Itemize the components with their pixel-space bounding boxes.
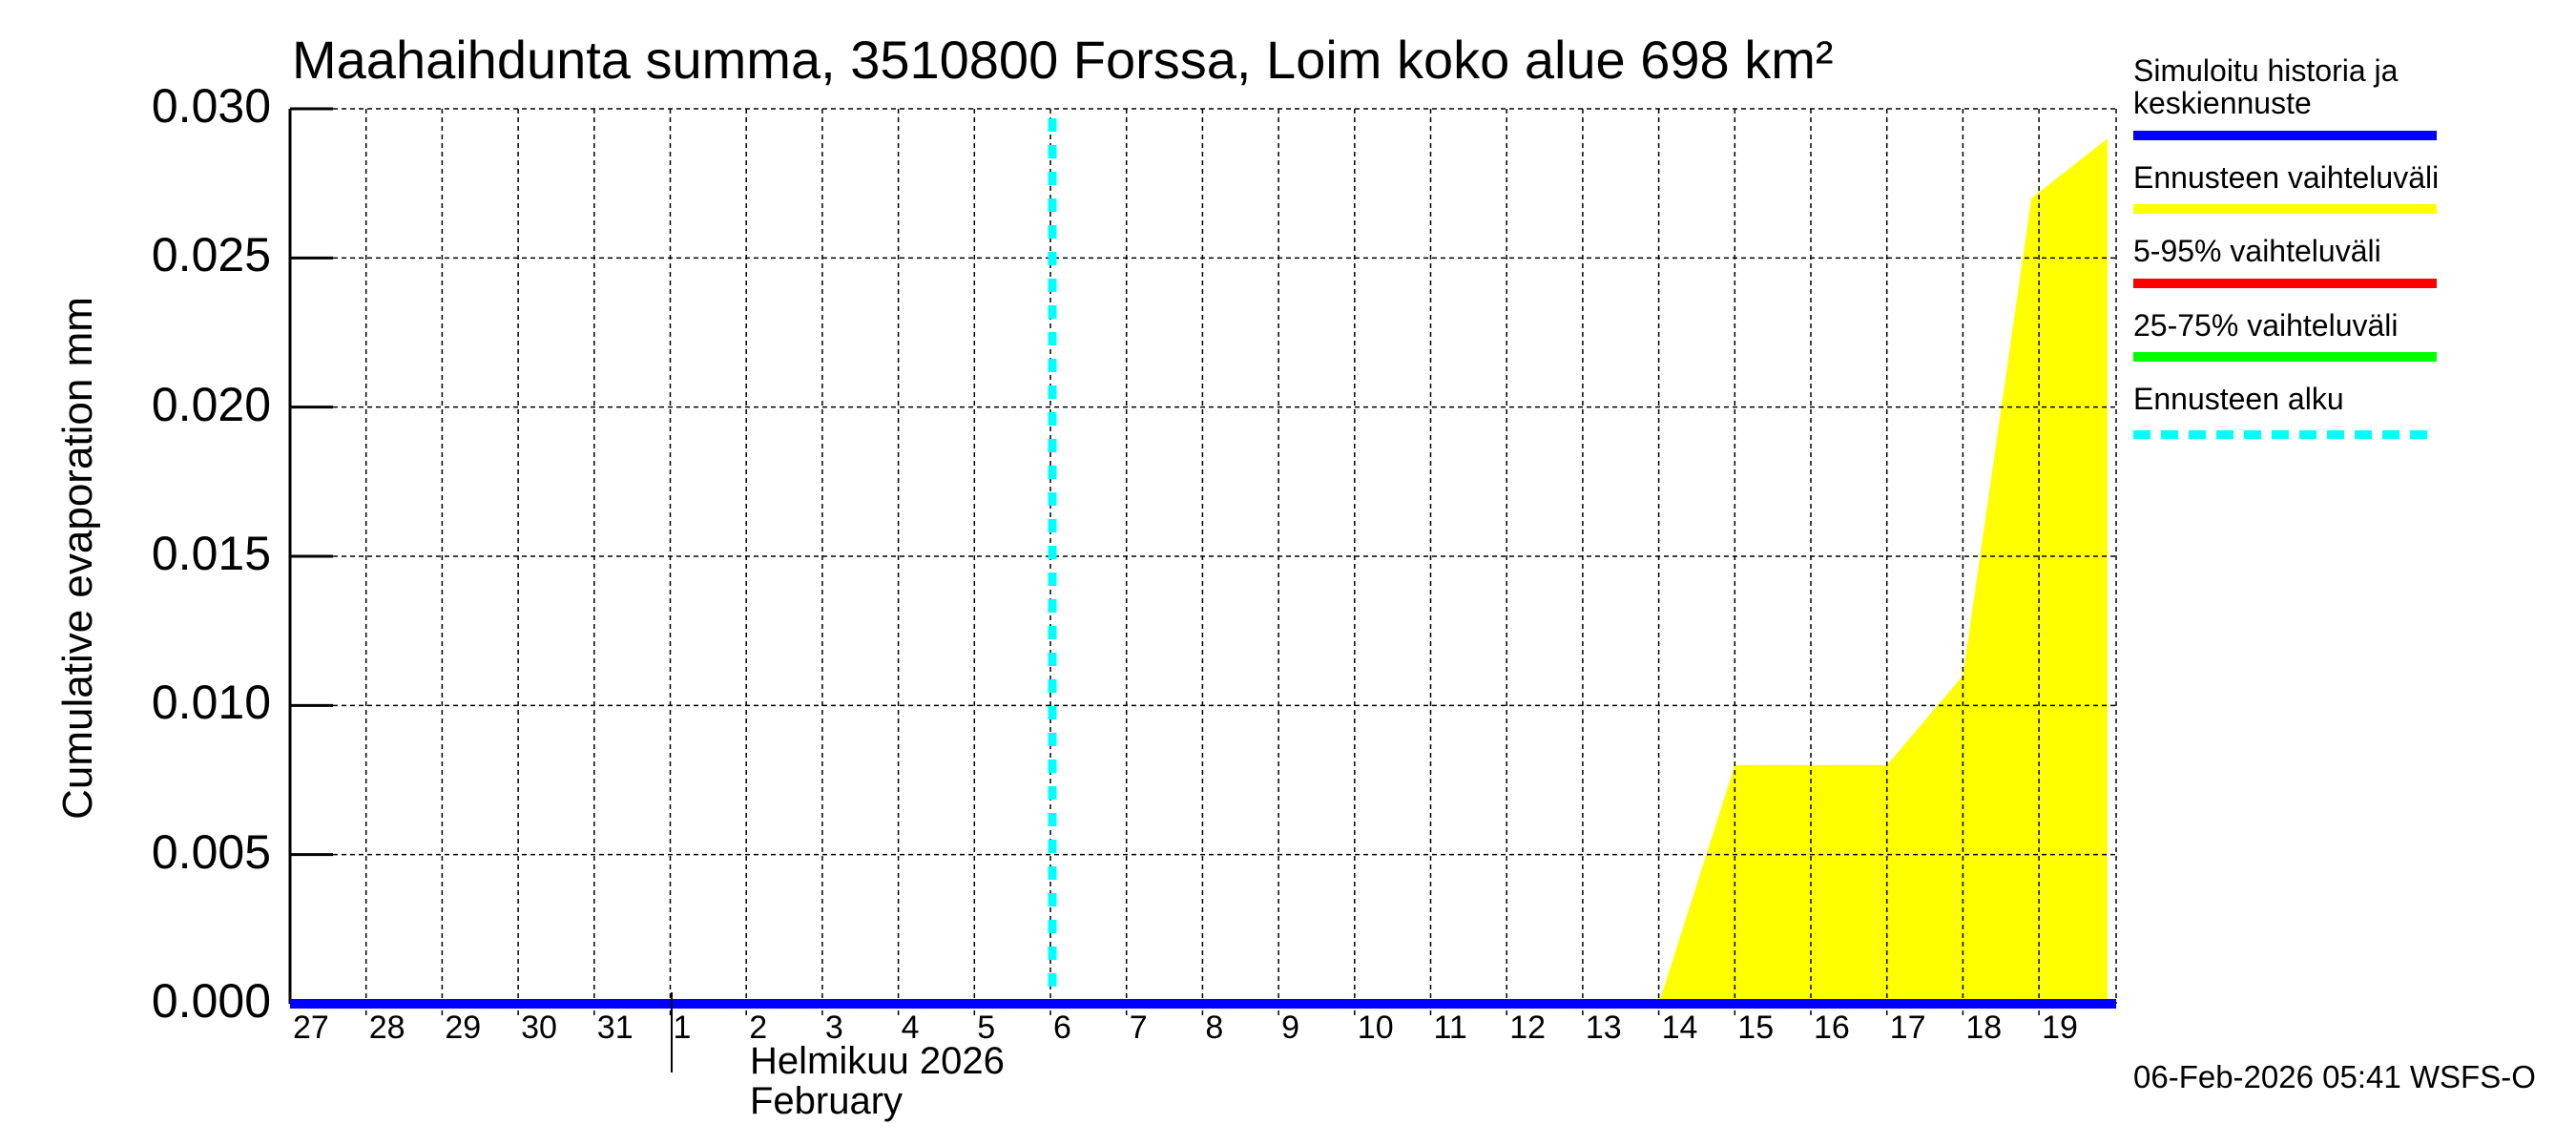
month-label-en: February (750, 1080, 904, 1122)
x-tick-label: 10 (1357, 1010, 1394, 1046)
legend-label-history: Simuloitu historia ja (2133, 53, 2399, 88)
y-tick-label: 0.010 (151, 676, 271, 730)
y-tick-label: 0.015 (151, 527, 271, 580)
x-tick-label: 15 (1737, 1010, 1775, 1046)
x-tick-label: 28 (368, 1010, 405, 1046)
x-tick-label: 19 (2042, 1010, 2078, 1046)
month-label-fi: Helmikuu 2026 (750, 1040, 1005, 1082)
y-tick-label: 0.005 (151, 824, 271, 879)
x-tick-label: 6 (1053, 1010, 1071, 1046)
x-tick-label: 7 (1129, 1010, 1148, 1046)
x-tick-label: 30 (521, 1010, 557, 1046)
x-tick-label: 8 (1205, 1010, 1224, 1046)
legend-swatch-red (2133, 279, 2437, 288)
y-tick-label: 0.025 (151, 228, 271, 282)
forecast-range-area (1658, 138, 2108, 1004)
x-tick-label: 5 (977, 1010, 996, 1046)
legend-swatch-cyan-dashed (2133, 430, 2437, 439)
x-tick-label: 1 (673, 1010, 692, 1046)
legend-label-5-95: 5-95% vaihteluväli (2133, 234, 2381, 268)
x-tick-label: 31 (596, 1010, 634, 1046)
y-tick-label: 0.030 (151, 79, 271, 133)
x-tick-label: 16 (1814, 1010, 1850, 1046)
x-tick-label: 9 (1281, 1010, 1300, 1046)
legend-swatch-yellow (2133, 204, 2437, 214)
x-tick-label: 13 (1585, 1010, 1622, 1046)
x-tick-label: 29 (445, 1010, 482, 1046)
x-tick-label: 14 (1661, 1010, 1698, 1046)
x-tick-label: 4 (901, 1010, 920, 1046)
legend-swatch-blue (2133, 131, 2437, 140)
x-tick-label: 18 (1965, 1010, 2003, 1046)
x-tick-label: 12 (1509, 1010, 1547, 1046)
x-tick-label: 2 (749, 1010, 768, 1046)
legend-label-25-75: 25-75% vaihteluväli (2133, 308, 2399, 343)
legend-label-history-2: keskiennuste (2133, 86, 2312, 120)
x-tick-label: 27 (293, 1010, 329, 1046)
legend-label-range: Ennusteen vaihteluväli (2133, 160, 2440, 195)
timestamp: 06-Feb-2026 05:41 WSFS-O (2133, 1059, 2536, 1094)
legend-label-forecast-start: Ennusteen alku (2133, 382, 2344, 416)
legend-swatch-green (2133, 352, 2437, 362)
chart-title: Maahaihdunta summa, 3510800 Forssa, Loim… (292, 30, 1834, 90)
y-tick-label: 0.020 (151, 377, 271, 431)
y-tick-label: 0.000 (151, 974, 271, 1028)
x-tick-label: 17 (1889, 1010, 1926, 1046)
x-tick-label: 11 (1433, 1010, 1467, 1046)
x-tick-label: 3 (824, 1010, 843, 1046)
